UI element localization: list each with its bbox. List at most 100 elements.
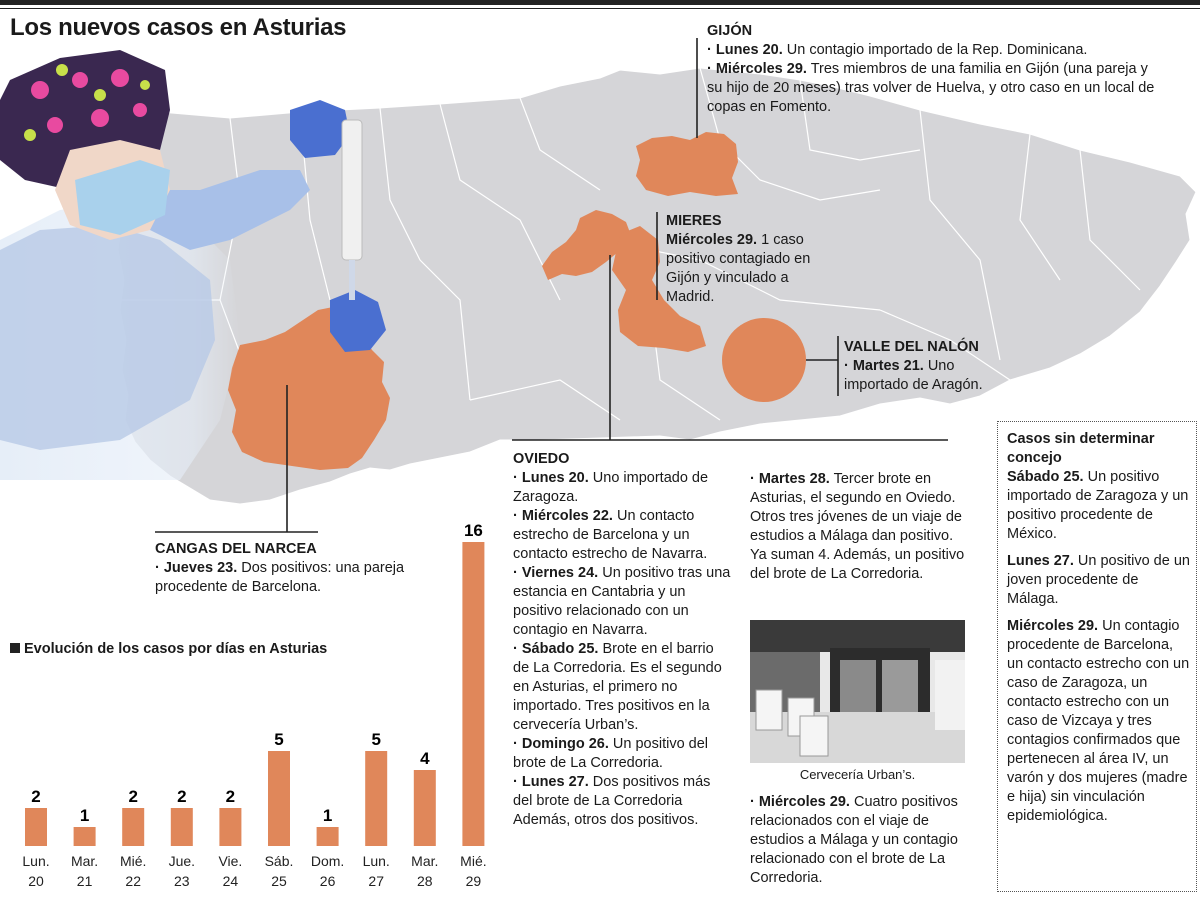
x-tick-label: Jue. xyxy=(169,853,195,869)
x-tick-label: 27 xyxy=(368,873,384,889)
oviedo-item-text: Dos positivos más del brote de La Corred… xyxy=(513,774,711,828)
x-tick-label: 20 xyxy=(28,873,44,889)
cases-bar-chart: 2Lun.201Mar.212Mié.222Jue.232Vie.245Sáb.… xyxy=(22,521,486,889)
bar xyxy=(365,751,388,846)
gijon-title: GIJÓN xyxy=(707,23,753,39)
x-tick-label: 28 xyxy=(417,873,433,889)
bar-value-label: 2 xyxy=(31,787,40,806)
nalon-block: VALLE DEL NALÓN · Martes 21. Uno importa… xyxy=(844,338,1019,395)
sin-concejo-item: Lunes 27. Un positivo de un joven proced… xyxy=(1007,552,1193,609)
x-tick-label: Dom. xyxy=(311,853,344,869)
mieres-region xyxy=(612,226,706,352)
oviedo-item-text: Uno importado de Zaragoza. xyxy=(513,470,709,505)
sin-concejo-item: Sábado 25. Un positivo importado de Zara… xyxy=(1007,468,1193,544)
oviedo-item: · Domingo 26. Un positivo del brote de L… xyxy=(513,735,733,773)
urbans-photo xyxy=(750,620,965,763)
oviedo-item-text: Cuatro positivos relacionados con el via… xyxy=(750,794,958,886)
mieres-item-text: 1 caso positivo contagiado en Gijón y vi… xyxy=(666,232,811,305)
photo-caption: Cervecería Urban’s. xyxy=(799,767,916,782)
oviedo-title: OVIEDO xyxy=(513,451,570,467)
x-tick-label: Mié. xyxy=(120,853,146,869)
x-tick-label: Sáb. xyxy=(265,853,294,869)
oviedo-item-text: Un positivo del brote de La Corredoria. xyxy=(513,736,709,771)
sin-concejo-item-day: Sábado 25. xyxy=(1007,469,1084,485)
bar xyxy=(25,808,47,846)
nalon-item: · Martes 21. Uno importado de Aragón. xyxy=(844,357,1019,395)
oviedo-item-day: · Sábado 25. xyxy=(513,641,599,657)
gijon-block: GIJÓN · Lunes 20. Un contagio importado … xyxy=(707,22,1157,117)
sin-concejo-box xyxy=(997,421,1197,892)
x-tick-label: Mié. xyxy=(460,853,486,869)
bar-value-label: 16 xyxy=(464,521,483,540)
bar xyxy=(219,808,242,846)
x-tick-label: Lun. xyxy=(22,853,49,869)
bar xyxy=(316,827,339,846)
sin-concejo-item-text: Un positivo importado de Zaragoza y un p… xyxy=(1007,469,1189,542)
x-tick-label: Lun. xyxy=(363,853,390,869)
gijon-item: · Miércoles 29. Tres miembros de una fam… xyxy=(707,60,1157,117)
sin-concejo-title: Casos sin determinar concejo xyxy=(1007,431,1155,466)
nalon-region xyxy=(722,318,806,402)
oviedo-item-day: · Lunes 20. xyxy=(513,470,589,486)
bar xyxy=(73,827,96,846)
x-tick-label: 29 xyxy=(466,873,482,889)
mieres-item-day: Miércoles 29. xyxy=(666,232,758,248)
bar-value-label: 5 xyxy=(371,730,380,749)
oviedo-item: · Lunes 20. Uno importado de Zaragoza. xyxy=(513,469,733,507)
health-worker-photo xyxy=(0,50,386,480)
sin-concejo-item-text: Un positivo de un joven procedente de Má… xyxy=(1007,553,1190,607)
bar xyxy=(462,542,485,846)
oviedo-item-text: Brote en el barrio de La Corredoria. Es … xyxy=(513,641,722,733)
square-bullet-icon xyxy=(10,643,20,653)
chart-title: Evolución de los casos por días en Astur… xyxy=(10,640,327,659)
sin-concejo-block: Casos sin determinar concejo Sábado 25. … xyxy=(1007,430,1193,826)
oviedo-item: · Miércoles 29. Cuatro positivos relacio… xyxy=(750,793,972,888)
mieres-item: Miércoles 29. 1 caso positivo contagiado… xyxy=(666,231,836,307)
x-tick-label: 21 xyxy=(77,873,93,889)
gijon-item-text: Un contagio importado de la Rep. Dominic… xyxy=(782,42,1088,58)
nalon-item-day: · Martes 21. xyxy=(844,358,924,374)
sin-concejo-item-day: Miércoles 29. xyxy=(1007,618,1099,634)
x-tick-label: Vie. xyxy=(218,853,242,869)
cangas-block: CANGAS DEL NARCEA · Jueves 23. Dos posit… xyxy=(155,540,405,597)
sin-concejo-item-day: Lunes 27. xyxy=(1007,553,1074,569)
oviedo-item-day: · Miércoles 29. xyxy=(750,794,850,810)
bar-value-label: 1 xyxy=(80,806,89,825)
x-tick-label: 26 xyxy=(320,873,336,889)
bar xyxy=(122,808,145,846)
oviedo-item-day: · Miércoles 22. xyxy=(513,508,613,524)
bar-value-label: 2 xyxy=(128,787,137,806)
x-tick-label: 22 xyxy=(125,873,141,889)
bar xyxy=(413,770,436,846)
cangas-item-text: Dos positivos: una pareja procedente de … xyxy=(155,560,405,595)
mieres-title: MIERES xyxy=(666,213,722,229)
bar-value-label: 4 xyxy=(420,749,430,768)
oviedo-item: · Sábado 25. Brote en el barrio de La Co… xyxy=(513,640,733,735)
bar-value-label: 1 xyxy=(323,806,332,825)
bar xyxy=(268,751,290,846)
oviedo-col2: · Martes 28. Tercer brote en Asturias, e… xyxy=(750,470,972,584)
oviedo-item-day: · Martes 28. xyxy=(750,471,830,487)
mieres-block: MIERES Miércoles 29. 1 caso positivo con… xyxy=(666,212,836,307)
nalon-title: VALLE DEL NALÓN xyxy=(844,339,979,355)
x-tick-label: 24 xyxy=(223,873,239,889)
cangas-title: CANGAS DEL NARCEA xyxy=(155,541,317,557)
chart-title-text: Evolución de los casos por días en Astur… xyxy=(24,641,328,657)
oviedo-item: · Martes 28. Tercer brote en Asturias, e… xyxy=(750,470,972,584)
cangas-item: · Jueves 23. Dos positivos: una pareja p… xyxy=(155,559,405,597)
oviedo-region xyxy=(542,210,632,280)
x-tick-label: 25 xyxy=(271,873,287,889)
oviedo-block: OVIEDO · Lunes 20. Uno importado de Zara… xyxy=(513,450,733,830)
bar-value-label: 5 xyxy=(274,730,283,749)
cangas-item-day: · Jueves 23. xyxy=(155,560,238,576)
oviedo-item-day: · Lunes 27. xyxy=(513,774,589,790)
gijon-item: · Lunes 20. Un contagio importado de la … xyxy=(707,41,1157,60)
x-tick-label: Mar. xyxy=(71,853,98,869)
nalon-item-text: Uno importado de Aragón. xyxy=(844,358,983,393)
oviedo-item-text: Un positivo tras una estancia en Cantabr… xyxy=(513,565,731,638)
page-title: Los nuevos casos en Asturias xyxy=(10,14,347,41)
oviedo-col2b: · Miércoles 29. Cuatro positivos relacio… xyxy=(750,793,972,888)
oviedo-item-day: · Domingo 26. xyxy=(513,736,609,752)
oviedo-item: · Lunes 27. Dos positivos más del brote … xyxy=(513,773,733,830)
sin-concejo-item-text: Un contagio procedente de Barcelona, un … xyxy=(1007,618,1190,824)
